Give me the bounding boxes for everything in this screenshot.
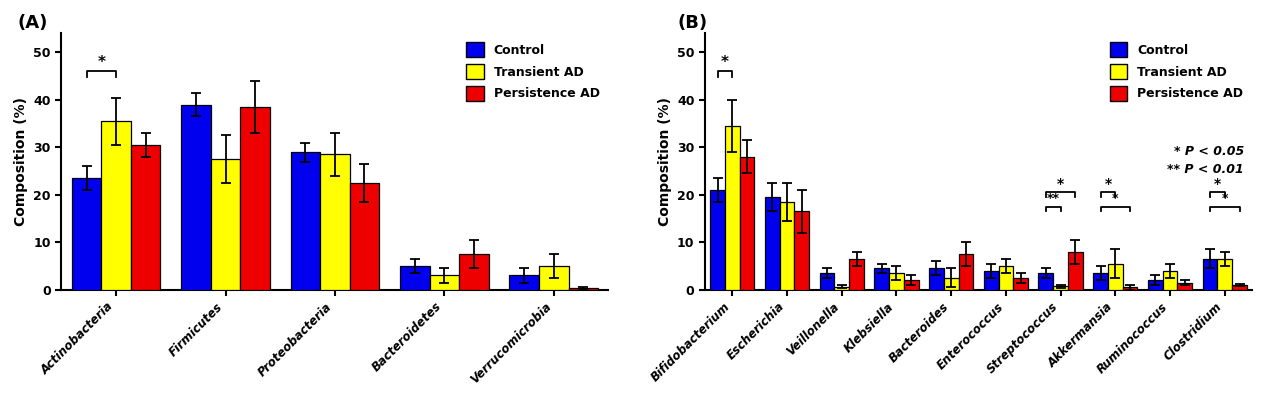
Text: (A): (A) [18,14,48,32]
Bar [739,157,755,290]
Bar [849,259,863,290]
Bar [1053,286,1069,290]
Bar [1038,273,1053,290]
Bar [795,211,809,290]
Bar [568,288,598,290]
Bar [780,202,795,290]
Bar [958,254,974,290]
Bar [819,273,834,290]
Bar [320,154,349,290]
Bar [1148,280,1162,290]
Text: *: * [1112,192,1119,205]
Bar [460,254,489,290]
Bar [1218,259,1232,290]
Bar [999,266,1013,290]
Y-axis label: Composition (%): Composition (%) [657,97,671,226]
Bar [130,145,161,290]
Bar [210,159,241,290]
Bar [509,276,539,290]
Bar [1232,285,1247,290]
Text: *: * [1104,177,1112,191]
Bar [1093,273,1108,290]
Bar [1013,278,1028,290]
Bar [889,273,904,290]
Bar [291,152,320,290]
Bar [1162,271,1177,290]
Text: *: * [1214,177,1220,191]
Text: *: * [97,55,105,70]
Legend: Control, Transient AD, Persistence AD: Control, Transient AD, Persistence AD [1105,37,1248,106]
Bar [725,126,739,290]
Bar [875,268,889,290]
Bar [1108,264,1123,290]
Bar [984,271,999,290]
Bar [241,107,270,290]
Bar [1177,282,1193,290]
Y-axis label: Composition (%): Composition (%) [14,97,28,226]
Legend: Control, Transient AD, Persistence AD: Control, Transient AD, Persistence AD [461,37,605,106]
Bar [181,105,210,290]
Text: (B): (B) [677,14,708,32]
Bar [539,266,568,290]
Bar [710,190,725,290]
Bar [1069,252,1082,290]
Bar [943,278,958,290]
Text: *: * [1222,192,1228,205]
Text: ** P < 0.01: ** P < 0.01 [1167,163,1244,176]
Text: **: ** [1047,192,1060,205]
Text: *: * [1057,177,1065,191]
Bar [1123,287,1137,290]
Text: *: * [720,55,729,70]
Bar [834,287,849,290]
Bar [929,268,943,290]
Bar [349,183,380,290]
Bar [1203,259,1218,290]
Text: * P < 0.05: * P < 0.05 [1174,145,1244,158]
Bar [400,266,429,290]
Bar [429,276,460,290]
Bar [72,178,101,290]
Bar [101,121,130,290]
Bar [765,197,780,290]
Bar [904,280,919,290]
